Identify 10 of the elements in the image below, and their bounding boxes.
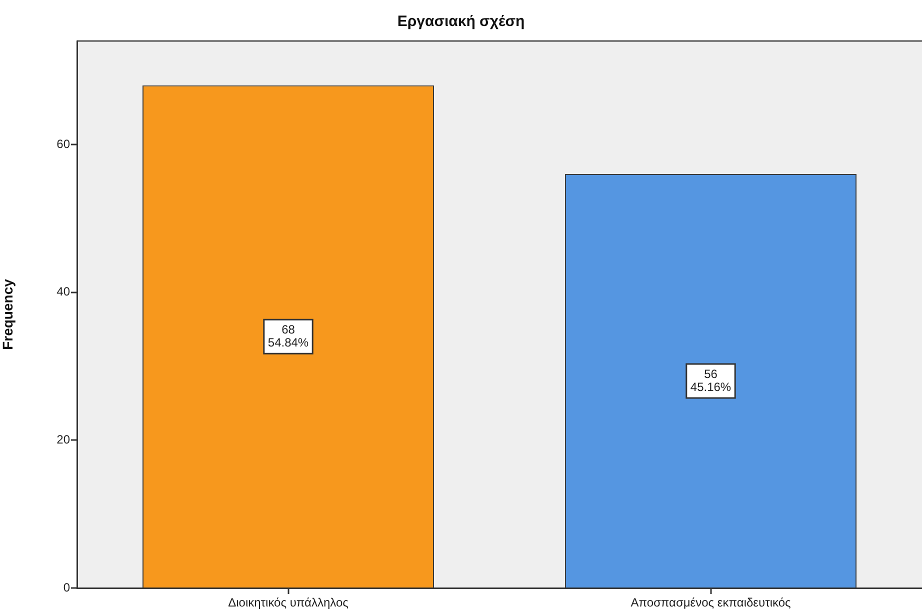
y-tick-label: 60 [56,136,70,151]
x-tick-label: Αποσπασμένος εκπαιδευτικός [630,596,791,610]
y-axis-title: Frequency [0,278,16,350]
y-tick-label: 40 [56,284,70,299]
y-tick-label: 0 [63,580,70,594]
y-tick-label: 20 [56,432,70,446]
data-label: 68 54.84% [268,322,309,350]
data-label: 56 45.16% [690,366,732,394]
chart-title: Εργασιακή σχέση [397,13,525,30]
x-tick-label: Διοικητικός υπάλληλος [228,596,349,610]
